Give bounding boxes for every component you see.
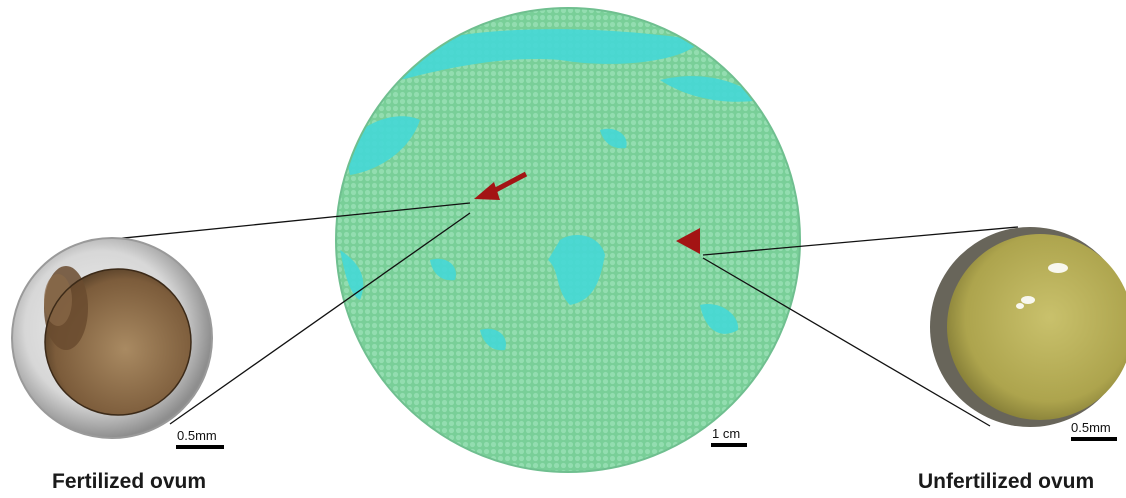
unfertilized-caption: Unfertilized ovum: [918, 470, 1095, 493]
reflection-highlight: [1016, 263, 1068, 309]
connector-lines: [103, 202, 1019, 427]
scale-label-right: 0.5mm: [1071, 420, 1111, 435]
unfertilized-ovum-image: [930, 227, 1126, 427]
fertilized-ovum-image: [11, 237, 213, 439]
scale-bar-right: [1071, 437, 1117, 441]
fertilized-caption: Fertilized ovum: [52, 470, 207, 493]
red-arrow-icon: [474, 171, 528, 200]
red-triangle-icon: [676, 228, 700, 254]
scale-bar-left: [176, 445, 224, 449]
scale-label-left: 0.5mm: [177, 428, 217, 443]
scale-label-center: 1 cm: [712, 426, 741, 441]
scale-bar-center: [711, 443, 747, 447]
egg-dish: [335, 7, 801, 473]
